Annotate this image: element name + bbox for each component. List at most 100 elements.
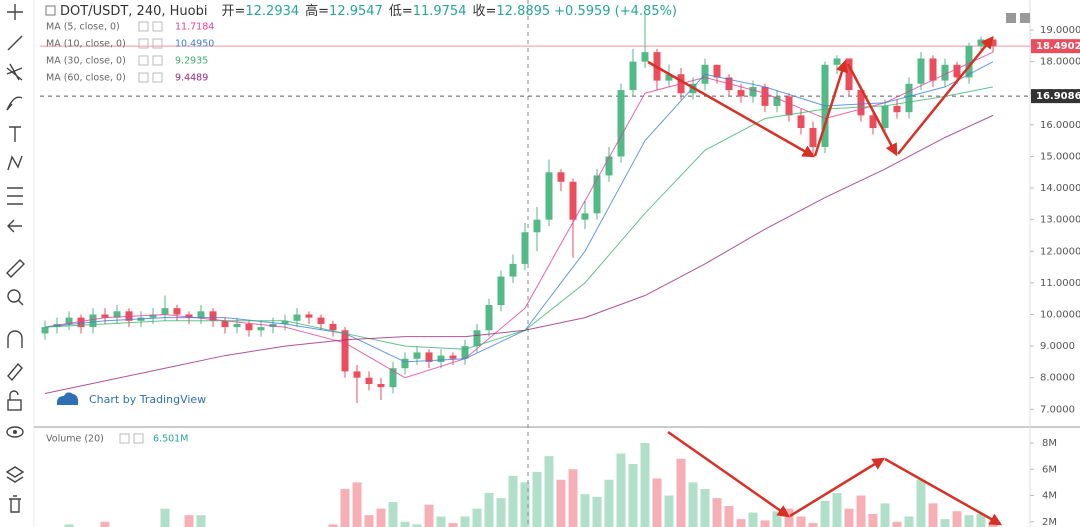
ma-legend-name: MA (30, close, 0) xyxy=(46,56,126,67)
y-tick-label: 11.0000 xyxy=(1040,278,1080,289)
candle-body xyxy=(233,323,241,328)
candle-body xyxy=(953,64,961,78)
text-tool[interactable] xyxy=(9,126,21,142)
candle-body xyxy=(641,52,649,62)
collapse-icon[interactable] xyxy=(45,5,56,16)
volume-bar xyxy=(772,511,782,527)
volume-legend-value: 6.501M xyxy=(153,434,188,445)
volume-bar xyxy=(436,516,446,527)
zoom-handle xyxy=(17,299,24,306)
toolbar[interactable] xyxy=(5,4,25,513)
candle-body xyxy=(77,317,85,328)
candle-body xyxy=(665,74,673,81)
button[interactable] xyxy=(1020,13,1030,23)
pattern-tool[interactable] xyxy=(7,155,23,171)
volume-bar xyxy=(364,515,374,527)
ma-legend-name: MA (10, close, 0) xyxy=(46,39,126,50)
volume-bar xyxy=(616,453,626,527)
volume-bar xyxy=(964,515,974,527)
ma-legend-value: 9.4489 xyxy=(175,73,208,84)
lock-tool[interactable] xyxy=(7,399,22,411)
ohlc-value: 11.9754 xyxy=(413,4,467,19)
magnet-tool[interactable] xyxy=(7,330,23,348)
ma-settings-icon xyxy=(138,55,149,66)
volume-pane xyxy=(64,443,998,527)
volume-tick-label: 6M xyxy=(1042,464,1057,475)
annotation-arrow xyxy=(897,36,994,155)
zoom-tool[interactable] xyxy=(7,289,21,303)
annotation-arrow xyxy=(667,430,791,518)
prediction-tool[interactable] xyxy=(7,187,23,205)
volume-bar xyxy=(748,512,758,527)
volume-bar xyxy=(928,503,938,527)
candle-body xyxy=(425,352,433,362)
lock-draw-tool[interactable] xyxy=(7,362,23,382)
price-label-box xyxy=(1031,89,1080,104)
volume-bar xyxy=(592,496,602,527)
volume-bar xyxy=(184,515,194,527)
volume-bar xyxy=(100,521,110,527)
volume-bar xyxy=(472,508,482,527)
y-tick-label: 19.0000 xyxy=(1040,25,1080,36)
ma-line xyxy=(44,114,994,394)
volume-bar xyxy=(412,524,422,527)
volume-bar xyxy=(604,479,614,527)
candle-body xyxy=(557,172,565,182)
volume-bar xyxy=(508,475,518,527)
candle-body xyxy=(941,64,949,81)
candle-body xyxy=(593,175,601,214)
volume-bar xyxy=(808,523,818,527)
visibility-tool[interactable] xyxy=(6,426,24,438)
candle-body xyxy=(761,86,769,106)
volume-bar xyxy=(916,479,926,527)
ruler-tool[interactable] xyxy=(6,259,25,278)
watermark[interactable]: Chart by TradingView xyxy=(89,393,206,406)
annotation-arrow xyxy=(647,60,816,158)
ohlc-value: 12.9547 xyxy=(329,4,383,19)
candle-body xyxy=(185,314,193,318)
crosshair-tool[interactable] xyxy=(7,4,23,20)
candle-body xyxy=(881,105,889,129)
top-right-buttons[interactable] xyxy=(1006,13,1030,23)
candle-body xyxy=(293,314,301,321)
volume-bar xyxy=(484,492,494,527)
brush-tool[interactable] xyxy=(6,96,23,111)
watermark-logo xyxy=(56,392,79,405)
visibility-pupil xyxy=(13,430,17,434)
annotations xyxy=(647,36,1003,526)
candle-body xyxy=(749,86,757,97)
volume-bar xyxy=(700,488,710,527)
candle-body xyxy=(341,330,349,372)
y-tick-label: 14.0000 xyxy=(1040,183,1080,194)
volume-bar xyxy=(856,495,866,527)
candle-body xyxy=(845,58,853,91)
volume-bar xyxy=(640,443,650,527)
candle-body xyxy=(173,308,181,315)
candle-body xyxy=(317,317,325,324)
candle-body xyxy=(305,314,313,318)
trendline-tool[interactable] xyxy=(7,35,23,51)
volume-bar xyxy=(64,524,74,527)
ma-settings-icon xyxy=(138,21,149,32)
candle-body xyxy=(65,317,73,324)
trash-tool[interactable] xyxy=(9,495,21,513)
candle-body xyxy=(449,355,457,359)
candle-body xyxy=(161,308,169,315)
y-tick-label: 13.0000 xyxy=(1040,215,1080,226)
candle-body xyxy=(857,90,865,116)
candle-body xyxy=(437,355,445,362)
ma-close-icon xyxy=(152,55,163,66)
candle-body xyxy=(257,327,265,331)
volume-tick-label: 2M xyxy=(1042,517,1057,527)
annotation-arrow xyxy=(789,457,886,518)
candle-body xyxy=(965,45,973,78)
candle-body xyxy=(365,377,373,385)
y-tick-label: 18.0000 xyxy=(1040,57,1080,68)
candle-body xyxy=(569,181,577,220)
candle-body xyxy=(41,327,49,334)
layers-tool[interactable] xyxy=(5,466,25,483)
button[interactable] xyxy=(1006,13,1016,23)
back-tool[interactable] xyxy=(7,219,22,233)
fib-tool[interactable] xyxy=(6,63,23,81)
candle-body xyxy=(485,305,493,331)
